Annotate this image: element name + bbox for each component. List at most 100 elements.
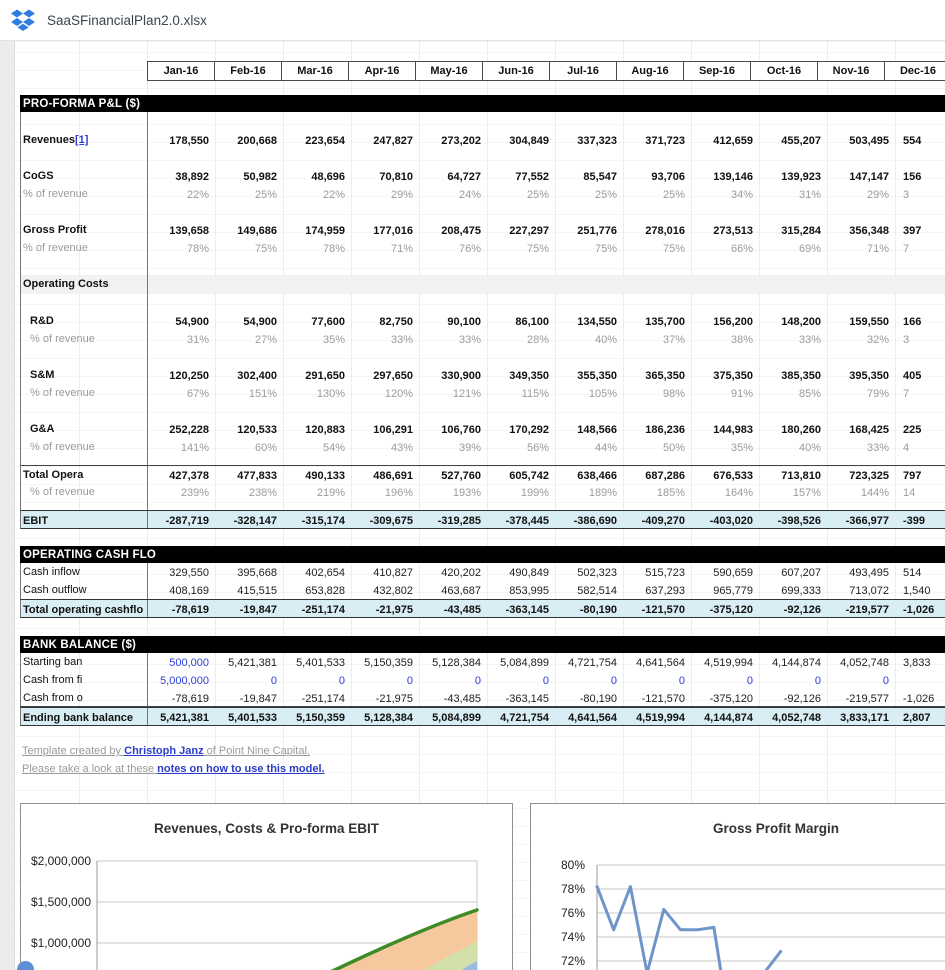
cell: 22%	[322, 188, 345, 201]
row-cogs: CoGS 38,892 50,982 48,696 70,810 64,727 77,552…	[20, 167, 945, 185]
row-of-revenue: % of revenue 239% 238% 219% 196% 193% 199% 189%…	[20, 483, 945, 501]
bank-table: BANK BALANCE ($) Starting ban 500,000 5,421…	[20, 636, 945, 726]
cell: 5,128,384	[364, 712, 413, 724]
cell: 713,072	[849, 584, 889, 597]
cell: 66%	[730, 242, 753, 255]
cell: 302,400	[237, 369, 277, 382]
cell: 134,550	[577, 315, 617, 328]
cell: -92,126	[783, 604, 821, 616]
cell: -315,174	[301, 515, 345, 527]
cell: 5,150,359	[364, 656, 413, 669]
cell: -328,147	[233, 515, 277, 527]
cell: 4	[903, 441, 910, 454]
cell: 156	[903, 170, 922, 183]
cell: 408,169	[169, 584, 209, 597]
row-label: Total operating cashflo	[21, 600, 148, 617]
cell: 86,100	[515, 315, 549, 328]
cell: 515,723	[645, 566, 685, 579]
cell: 5,000,000	[160, 674, 209, 687]
month-header-cell: Apr-16	[348, 61, 416, 81]
cell: 93,706	[651, 170, 685, 183]
cell: 329,550	[169, 566, 209, 579]
row-revenues: Revenues[1] 178,550 200,668 223,654 247,827 2…	[20, 131, 945, 149]
cell: 64,727	[447, 170, 481, 183]
cell: 385,350	[781, 369, 821, 382]
row-label	[21, 348, 148, 366]
row-label	[21, 402, 148, 420]
cell: 605,742	[509, 469, 549, 482]
cell: 151%	[248, 387, 277, 400]
cell: 3	[903, 188, 910, 201]
cell: 4,641,564	[568, 712, 617, 724]
cell: 252,228	[169, 423, 209, 436]
month-header-row: Jan-16 Feb-16 Mar-16 Apr-16 May-16 Jun-16 Jul-…	[147, 61, 945, 81]
cell: 238%	[248, 486, 277, 499]
month-header-cell: Jun-16	[482, 61, 550, 81]
cell: 25%	[594, 188, 617, 201]
cell: -1,026	[903, 604, 935, 616]
author-link[interactable]: Christoph Janz	[124, 745, 204, 757]
cashflow-table: OPERATING CASH FLO Cash inflow 329,550 395,…	[20, 546, 945, 618]
row-label: Cash from o	[21, 689, 148, 706]
cell: 178,550	[169, 134, 209, 147]
cell: 82,750	[379, 315, 413, 328]
month-header-cell: Dec-16	[884, 61, 945, 81]
cell: 174,959	[305, 224, 345, 237]
cell: 699,333	[781, 584, 821, 597]
cell: 22%	[186, 188, 209, 201]
cell: 225	[903, 423, 922, 436]
cell: 199%	[520, 486, 549, 499]
cell: 159,550	[849, 315, 889, 328]
cell: 0	[678, 674, 685, 687]
cell: 115%	[521, 387, 549, 400]
cell: -409,270	[641, 515, 685, 527]
cell: 337,323	[577, 134, 617, 147]
cell: 33%	[866, 441, 889, 454]
section-title-bar: OPERATING CASH FLO	[20, 546, 945, 563]
axis-tick-label: $1,000,000	[30, 936, 91, 950]
cell: 723,325	[849, 469, 889, 482]
cell: 79%	[866, 387, 889, 400]
cell: 0	[542, 674, 549, 687]
cell: -21,975	[375, 692, 413, 705]
cell: 48,696	[311, 170, 345, 183]
row-label	[21, 294, 148, 312]
cell: 35%	[730, 441, 753, 454]
axis-tick-label: 78%	[560, 882, 585, 896]
cell: 395,668	[237, 566, 277, 579]
cell: 0	[474, 674, 481, 687]
cell: 0	[270, 674, 277, 687]
cell: 5,084,899	[432, 712, 481, 724]
chart-title: Revenues, Costs & Pro-forma EBIT	[153, 821, 380, 836]
cell: 355,350	[577, 369, 617, 382]
cell: 193%	[452, 486, 481, 499]
cell: 77,600	[311, 315, 345, 328]
section-title-bar: BANK BALANCE ($)	[20, 636, 945, 653]
cell: 31%	[186, 333, 209, 346]
cell: 502,323	[577, 566, 617, 579]
cell: 356,348	[849, 224, 889, 237]
row-total-opera: Total Opera 427,378 477,833 490,133 486,691 5…	[20, 465, 945, 483]
cell: 0	[338, 674, 345, 687]
cell: -366,977	[845, 515, 889, 527]
cell: 29%	[866, 188, 889, 201]
footnote-link[interactable]: [1]	[74, 134, 89, 146]
cell: 44%	[594, 441, 617, 454]
pnl-table: PRO-FORMA P&L ($) Revenues[1] 178,550 200,6…	[20, 95, 945, 529]
floating-blue-button[interactable]	[17, 961, 34, 970]
cell: 5,421,381	[160, 712, 209, 724]
cell: 395,350	[849, 369, 889, 382]
cost-area-middle	[423, 941, 477, 970]
cell: -287,719	[165, 515, 209, 527]
cell: 180,260	[781, 423, 821, 436]
axis-tick-label: 80%	[560, 858, 585, 872]
cell: 493,495	[849, 566, 889, 579]
row-label: Cash outflow	[21, 581, 148, 599]
cell: -121,570	[641, 692, 685, 705]
notes-link[interactable]: notes on how to use this model.	[157, 763, 325, 775]
row-label	[21, 456, 148, 465]
dropbox-logo-icon[interactable]	[11, 9, 35, 31]
cell: 106,760	[441, 423, 481, 436]
cell: 402,654	[305, 566, 345, 579]
row-label: Cash inflow	[21, 563, 148, 581]
